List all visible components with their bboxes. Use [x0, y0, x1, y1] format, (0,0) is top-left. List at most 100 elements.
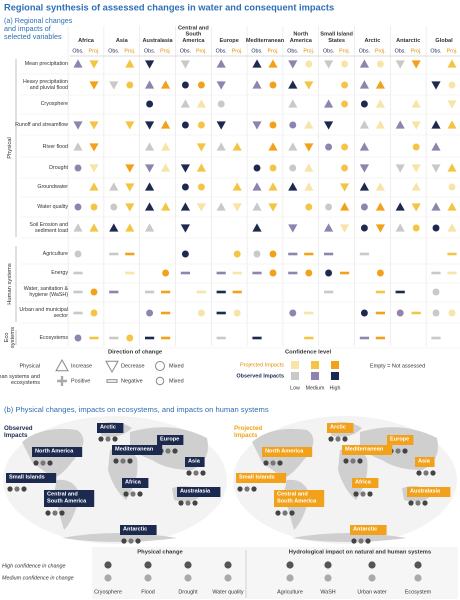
map-icon [415, 500, 421, 506]
legend-item: Mixed [169, 378, 184, 384]
text-line: Central and [178, 26, 209, 32]
confidence-medium: Medium confidence in change [2, 575, 74, 581]
projected-symbol [304, 311, 314, 315]
observed-symbol [74, 334, 82, 342]
observed-symbol [359, 59, 369, 68]
icon-label: Agriculture [277, 589, 303, 595]
text-line: Europe [160, 437, 179, 443]
proj-header: Proj. [124, 48, 135, 54]
observed-symbol [252, 121, 262, 130]
projected-symbol [447, 163, 457, 172]
projected-symbol [304, 163, 314, 172]
icon-label: Water quality [212, 589, 244, 595]
observed-symbol [431, 202, 441, 211]
legend-symbol [57, 376, 67, 386]
map-icon [112, 436, 118, 442]
map-region-box [44, 490, 95, 507]
observed-symbol [109, 336, 119, 340]
text-line: hygiene (WaSH) [29, 292, 68, 298]
map-icon [33, 460, 39, 466]
map-icon [422, 500, 428, 506]
observed-symbol [252, 80, 262, 89]
map-icon [135, 538, 141, 544]
observed-symbol [216, 59, 226, 68]
region-header: Arctic [364, 38, 380, 44]
text-line: Eco [4, 333, 10, 343]
projected-symbol [411, 99, 421, 108]
text-line: North America [265, 449, 304, 455]
projected-symbol [126, 334, 134, 342]
legend-level: High [330, 385, 341, 391]
text-line: Small Islands [239, 475, 275, 481]
icon-label: Cryosphere [94, 589, 122, 595]
map-icon [416, 470, 422, 476]
text-line: Antarctic [396, 38, 420, 44]
map-region-box [415, 457, 435, 467]
projected-symbol [375, 99, 385, 108]
observed-symbol [145, 142, 155, 151]
text-line: South America [277, 499, 317, 505]
text-line: North [293, 32, 308, 38]
text-line: Antarctic [353, 527, 377, 533]
projected-symbol [126, 81, 134, 89]
text-line: South America [47, 499, 87, 505]
projected-symbol [233, 309, 241, 317]
map-region-box [236, 473, 287, 483]
region-header: Asia [116, 38, 129, 44]
icon-high [184, 561, 192, 569]
map-icon [105, 436, 111, 442]
projected-symbol [125, 164, 135, 173]
legend-row-label: Physical [20, 363, 40, 369]
map-region-box [350, 525, 387, 535]
projected-symbol [232, 182, 242, 191]
proj-header: Proj. [160, 48, 171, 54]
observed-symbol [252, 336, 262, 340]
observed-symbol [180, 202, 190, 211]
text-line: Australasia [410, 489, 441, 495]
legend-projected: Projected Impacts [240, 362, 284, 368]
row-label: Mean precipitation [25, 61, 68, 67]
observed-symbol [181, 121, 189, 129]
observed-symbol [288, 224, 298, 233]
row-label: Water, sanitation & hygiene (WaSH) [24, 286, 69, 298]
map-icon [21, 486, 27, 492]
text-line: Mediterranean [345, 447, 384, 453]
map-icon [47, 460, 53, 466]
proj-header: Proj. [375, 48, 386, 54]
observed-symbol [325, 143, 333, 151]
projected-symbol [125, 203, 135, 212]
legend-item: Increase [71, 363, 92, 369]
map-icon [335, 436, 341, 442]
projected-symbol [268, 182, 278, 191]
legend-swatch [291, 372, 299, 380]
map-icon [342, 436, 348, 442]
text-line: Groundwater [37, 184, 68, 190]
map-icon [7, 486, 13, 492]
map-icon [350, 458, 356, 464]
obs-header: Obs. [251, 48, 262, 54]
map-icon [178, 500, 184, 506]
map-region-label: Australasia [410, 489, 441, 495]
projected-symbol [161, 202, 171, 211]
legend-swatch [291, 361, 299, 369]
projected-symbol [268, 59, 278, 68]
map-icon [408, 500, 414, 506]
row-label: Urban and municipal sector [19, 307, 68, 319]
text-line: (a) Regional changes [4, 16, 73, 25]
projected-symbol [411, 164, 421, 173]
observed-symbol [109, 182, 119, 191]
projected-symbol [125, 121, 135, 130]
proj-header: Proj. [232, 48, 243, 54]
map-icon [40, 460, 46, 466]
map-icon [395, 448, 401, 454]
observed-symbol [109, 290, 119, 294]
observed-symbol [431, 120, 441, 129]
icon-label: WaSH [320, 589, 335, 595]
map-icon [277, 460, 283, 466]
obs-header: Obs. [216, 48, 227, 54]
text-line: Cryosphere [41, 101, 68, 107]
projected-symbol [305, 269, 313, 277]
map-icon [275, 510, 281, 516]
map-icon [430, 470, 436, 476]
projected-symbol [89, 336, 99, 340]
